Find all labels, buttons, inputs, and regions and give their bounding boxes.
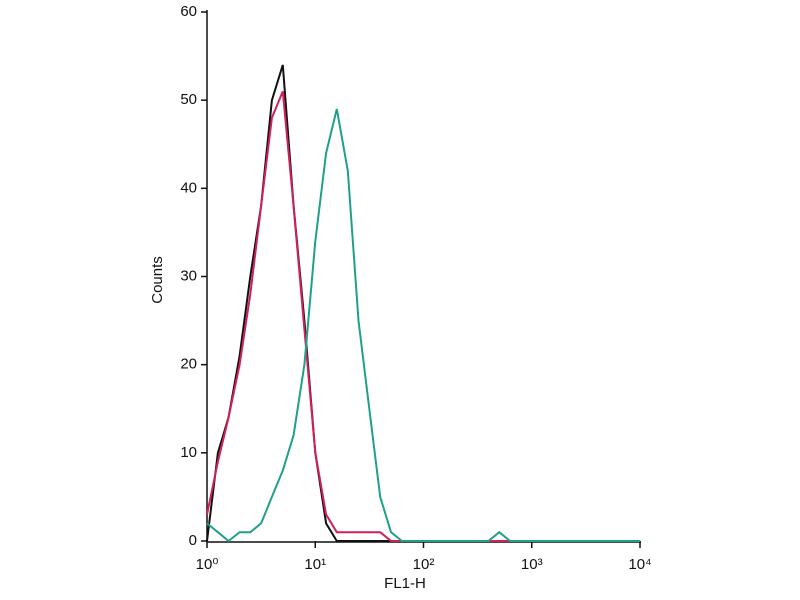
histogram-line	[206, 91, 640, 542]
y-tick-label: 30	[180, 267, 197, 284]
y-tick-label: 50	[180, 91, 197, 108]
y-tick-label: 60	[180, 3, 197, 20]
y-axis-label: Counts	[149, 256, 166, 304]
histogram-line	[206, 108, 640, 543]
y-tick-label: 40	[180, 179, 197, 196]
x-tick-label: 10²	[413, 556, 435, 573]
x-axis-label: FL1-H	[384, 575, 426, 592]
x-tick-label: 10³	[521, 556, 543, 573]
y-tick-label: 0	[189, 532, 197, 549]
histogram-line	[206, 64, 640, 542]
y-tick-label: 20	[180, 356, 197, 373]
x-tick-label: 10⁰	[196, 556, 219, 573]
y-tick-label: 10	[180, 444, 197, 461]
x-tick-label: 10¹	[304, 556, 326, 573]
x-tick-label: 10⁴	[628, 556, 651, 573]
